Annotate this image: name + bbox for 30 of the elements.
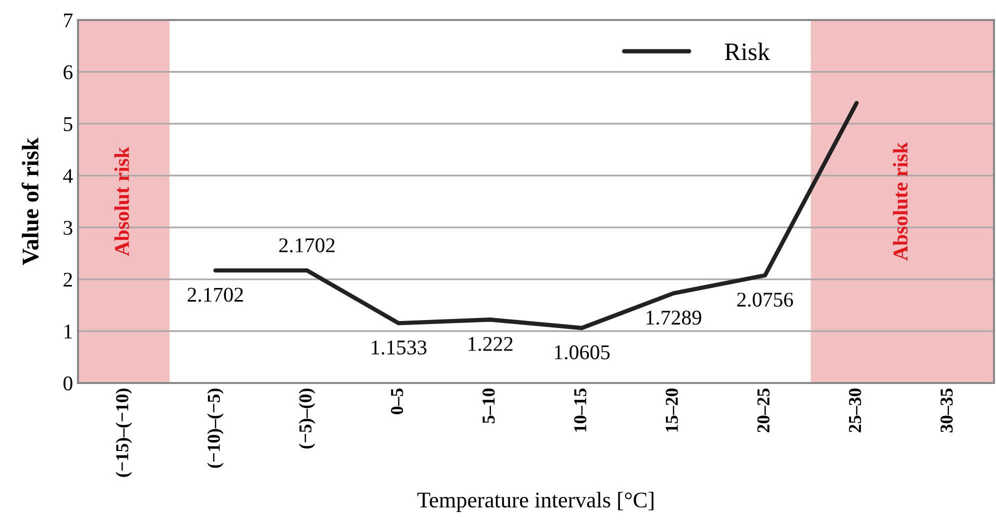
x-tick-label: (−5)–(0) xyxy=(298,388,316,448)
data-label: 1.0605 xyxy=(554,345,610,360)
y-tick-label: 2 xyxy=(64,272,72,287)
y-tick-label: 1 xyxy=(64,324,72,338)
x-tick-label: 10–15 xyxy=(574,388,586,432)
x-tick-label: (−10)–(−5) xyxy=(207,388,224,468)
x-tick-label: 20–25 xyxy=(757,388,770,432)
data-label: 1.7289 xyxy=(646,310,702,325)
x-tick-label: 15–20 xyxy=(666,388,678,432)
x-tick-label: 30–35 xyxy=(940,388,953,432)
x-axis-title: Temperature intervals [°C] xyxy=(417,492,654,512)
legend-label: Risk xyxy=(724,42,770,60)
x-tick-label: 25–30 xyxy=(848,388,862,432)
y-axis-title: Value of risk xyxy=(22,138,39,266)
data-label: 2.1702 xyxy=(188,288,243,302)
band-label: Absolut risk xyxy=(114,146,130,256)
band-label: Absolute risk xyxy=(892,142,908,261)
x-tick-label: 5–10 xyxy=(482,388,495,424)
x-tick-label: 0–5 xyxy=(390,388,404,414)
y-tick-label: 5 xyxy=(64,117,72,132)
data-label: 1.222 xyxy=(468,336,512,352)
y-tick-label: 0 xyxy=(64,376,72,390)
data-label: 2.0756 xyxy=(737,292,794,307)
y-tick-label: 4 xyxy=(63,169,73,183)
y-tick-label: 7 xyxy=(64,14,73,28)
data-label: 2.1702 xyxy=(279,238,334,252)
data-label: 1.1533 xyxy=(372,340,426,355)
y-tick-label: 3 xyxy=(64,220,72,235)
x-tick-label: (−15)–(−10) xyxy=(116,388,132,477)
y-tick-label: 6 xyxy=(64,65,73,80)
